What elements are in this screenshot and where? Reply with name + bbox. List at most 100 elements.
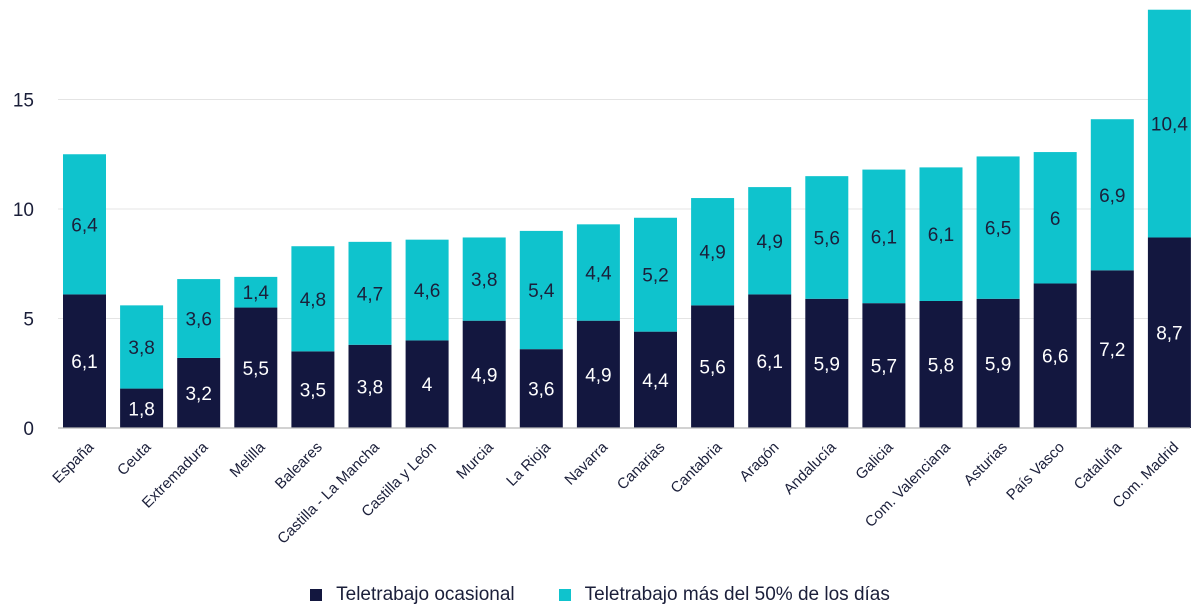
grid-lines bbox=[58, 99, 1190, 319]
bar-mas-50 bbox=[1090, 119, 1134, 271]
x-tick-label: Cantabria bbox=[667, 438, 725, 496]
legend-label-ocasional: Teletrabajo ocasional bbox=[336, 584, 515, 605]
bar-mas-50 bbox=[348, 241, 392, 345]
bar-mas-50 bbox=[862, 169, 906, 304]
data-label-ocasional: 1,8 bbox=[128, 399, 154, 420]
data-label-ocasional: 5,5 bbox=[243, 359, 269, 380]
bar-mas-50 bbox=[976, 156, 1020, 299]
bar-mas-50 bbox=[234, 276, 278, 308]
x-tick-label: Castilla - La Mancha bbox=[274, 438, 383, 547]
data-label-ocasional: 3,2 bbox=[185, 384, 211, 405]
bar-ocasional bbox=[919, 300, 963, 428]
y-tick-label: 5 bbox=[23, 310, 34, 331]
bar-mas-50 bbox=[634, 217, 677, 332]
bar-mas-50 bbox=[177, 279, 221, 358]
bar-ocasional bbox=[234, 307, 278, 428]
data-label-mas-50: 6,1 bbox=[871, 227, 897, 248]
data-label-mas-50: 6,5 bbox=[985, 219, 1011, 240]
bar-ocasional bbox=[1033, 283, 1077, 428]
data-label-ocasional: 4,9 bbox=[471, 365, 497, 386]
data-label-mas-50: 5,6 bbox=[814, 228, 840, 249]
legend-label-mas-50: Teletrabajo más del 50% de los días bbox=[584, 584, 890, 605]
bar-ocasional bbox=[291, 351, 335, 428]
bar-ocasional bbox=[862, 303, 906, 428]
bar-ocasional bbox=[691, 305, 735, 428]
data-label-ocasional: 4,4 bbox=[642, 371, 669, 392]
bar-mas-50 bbox=[63, 154, 106, 295]
x-tick-label: Ceuta bbox=[114, 438, 155, 479]
bar-mas-50 bbox=[462, 237, 506, 321]
bar-ocasional bbox=[1147, 237, 1191, 428]
bar-mas-50 bbox=[291, 246, 335, 352]
data-label-ocasional: 5,6 bbox=[699, 358, 725, 379]
x-tick-label: Melilla bbox=[227, 438, 270, 481]
data-label-mas-50: 1,4 bbox=[243, 283, 270, 304]
data-label-ocasional: 7,2 bbox=[1099, 340, 1125, 361]
data-label-mas-50: 3,8 bbox=[471, 270, 497, 291]
bar-ocasional bbox=[63, 294, 106, 428]
y-tick-label: 0 bbox=[23, 419, 34, 440]
bar-ocasional bbox=[519, 349, 563, 428]
data-label-mas-50: 6 bbox=[1050, 209, 1061, 230]
data-label-mas-50: 6,4 bbox=[71, 215, 98, 236]
y-tick-label: 10 bbox=[13, 200, 34, 221]
x-tick-label: Aragón bbox=[736, 439, 782, 485]
bar-mas-50 bbox=[120, 305, 164, 389]
bar-ocasional bbox=[462, 320, 506, 428]
data-label-mas-50: 4,7 bbox=[357, 284, 383, 305]
bar-ocasional bbox=[120, 388, 164, 428]
bar-ocasional bbox=[576, 320, 620, 428]
data-label-ocasional: 5,9 bbox=[985, 354, 1011, 375]
bar-mas-50 bbox=[1147, 9, 1191, 238]
bar-ocasional bbox=[634, 331, 677, 428]
bar-ocasional bbox=[805, 298, 849, 428]
bars bbox=[63, 9, 1191, 428]
bar-mas-50 bbox=[919, 167, 963, 301]
bar-ocasional bbox=[177, 357, 221, 428]
data-label-ocasional: 6,1 bbox=[71, 352, 97, 373]
data-label-mas-50: 5,2 bbox=[642, 266, 668, 287]
x-tick-label: Murcia bbox=[453, 438, 497, 482]
data-label-ocasional: 3,8 bbox=[357, 377, 383, 398]
data-label-mas-50: 6,9 bbox=[1099, 186, 1125, 207]
bar-mas-50 bbox=[805, 176, 849, 299]
x-tick-label: La Rioja bbox=[503, 438, 554, 489]
stacked-bar-chart: 6,1 6,4 1,8 3,8 3,2 3,6 5,5 1,4 3,5 4,8 3,8 4,7 4 4,6… bbox=[13, 9, 1191, 548]
x-tick-label: Baleares bbox=[272, 439, 326, 493]
data-label-mas-50: 4,9 bbox=[699, 243, 725, 264]
x-tick-label: España bbox=[49, 438, 97, 486]
data-label-ocasional: 6,1 bbox=[756, 352, 782, 373]
bar-ocasional bbox=[748, 294, 792, 428]
data-label-ocasional: 3,6 bbox=[528, 380, 554, 401]
bar-ocasional bbox=[976, 298, 1020, 428]
legend-item-mas-50: Teletrabajo más del 50% de los días bbox=[558, 584, 890, 606]
x-tick-label: Navarra bbox=[561, 438, 611, 488]
data-label-mas-50: 5,4 bbox=[528, 281, 555, 302]
data-label-mas-50: 4,8 bbox=[300, 290, 326, 311]
data-label-mas-50: 3,8 bbox=[128, 338, 154, 359]
data-label-mas-50: 4,6 bbox=[414, 281, 440, 302]
data-label-ocasional: 6,6 bbox=[1042, 347, 1068, 368]
data-label-ocasional: 4,9 bbox=[585, 365, 611, 386]
data-label-mas-50: 10,4 bbox=[1151, 115, 1188, 136]
x-tick-label: Canarias bbox=[614, 439, 668, 493]
x-tick-label: Cataluña bbox=[1071, 438, 1126, 493]
legend-swatch-mas-50 bbox=[558, 589, 571, 601]
bar-mas-50 bbox=[1033, 152, 1077, 284]
data-label-mas-50: 4,9 bbox=[756, 232, 782, 253]
x-tick-label: País Vasco bbox=[1003, 439, 1068, 504]
bar-ocasional bbox=[1090, 270, 1134, 428]
data-label-mas-50: 6,1 bbox=[928, 225, 954, 246]
data-labels: 6,1 6,4 1,8 3,8 3,2 3,6 5,5 1,4 3,5 4,8 3,8 4,7 4 4,6… bbox=[71, 115, 1188, 421]
data-label-ocasional: 3,5 bbox=[300, 381, 326, 402]
bar-mas-50 bbox=[519, 230, 563, 350]
bar-mas-50 bbox=[691, 198, 735, 306]
bar-ocasional bbox=[348, 344, 392, 428]
bar-mas-50 bbox=[405, 239, 449, 341]
bar-mas-50 bbox=[748, 187, 792, 295]
x-tick-label: Galicia bbox=[852, 438, 897, 483]
x-tick-label: Asturias bbox=[961, 439, 1011, 489]
bar-ocasional bbox=[405, 340, 449, 428]
data-label-ocasional: 5,9 bbox=[814, 354, 840, 375]
data-label-ocasional: 8,7 bbox=[1156, 324, 1182, 345]
